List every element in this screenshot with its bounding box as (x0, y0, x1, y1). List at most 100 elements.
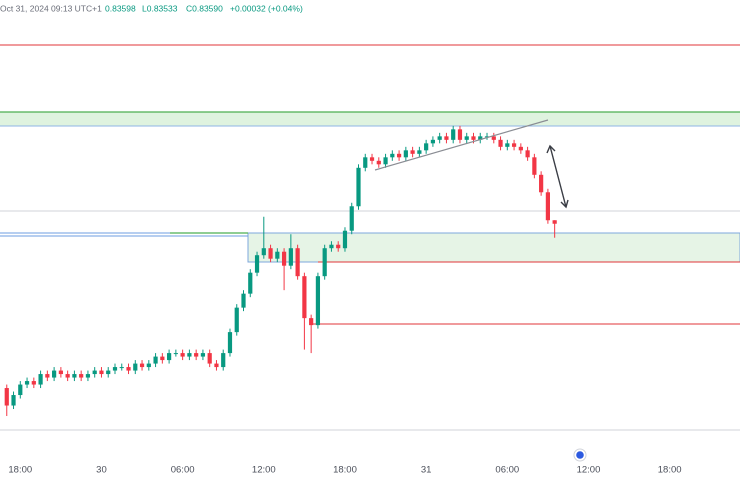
candle-body (451, 129, 456, 140)
candle-body (532, 157, 537, 175)
candle-body (65, 374, 70, 378)
x-tick-label: 18:00 (333, 465, 357, 476)
candle-body (275, 251, 280, 259)
candle-body (288, 248, 293, 266)
candle-body (322, 248, 327, 277)
candle-body (491, 136, 496, 140)
candle-body (545, 192, 550, 221)
candle-body (525, 150, 530, 158)
measure-arrow (546, 144, 569, 209)
candle-body (484, 136, 490, 138)
candle-body (376, 160, 381, 165)
candle-body (424, 143, 429, 151)
x-tick-label: 12:00 (577, 465, 601, 476)
candle-body (478, 136, 483, 140)
candle-body (390, 153, 395, 158)
candle-body (58, 370, 63, 375)
candle-body (24, 381, 30, 385)
candle-body (302, 276, 307, 319)
candle-body (437, 136, 442, 140)
candle-body (430, 139, 436, 144)
candle-body (153, 356, 158, 364)
candle-body (464, 136, 469, 140)
candles (4, 125, 557, 417)
candle-body (363, 157, 368, 168)
candle-body (52, 370, 57, 378)
x-tick-label: 18:00 (8, 465, 32, 476)
candle-body (403, 150, 408, 158)
candle-body (254, 255, 260, 273)
candle-body (511, 143, 517, 147)
candle-body (133, 363, 138, 371)
candle-body (261, 248, 266, 256)
candle-body (45, 374, 50, 378)
header-time: Oct 31, 2024 09:13 UTC+1 (0, 3, 102, 13)
candle-body (139, 363, 145, 368)
candle-body (79, 374, 84, 378)
x-tick-label: 12:00 (252, 465, 276, 476)
candle-body (146, 363, 151, 368)
candle-body (234, 307, 239, 333)
candle-body (539, 174, 544, 193)
candle-body (194, 353, 199, 357)
candle-body (227, 332, 233, 354)
header-change: +0.00032 (+0.04%) (230, 3, 303, 13)
x-axis: 18:00 30 06:00 12:00 18:00 31 06:00 12:00 18:00 (8, 465, 681, 476)
demand-zone (247, 232, 740, 263)
x-tick-label: 06:00 (495, 465, 519, 476)
candle-body (329, 244, 334, 249)
candle-body (207, 353, 212, 364)
candle-body (119, 367, 124, 369)
candle-body (518, 146, 523, 151)
candle-body (106, 370, 111, 375)
candle-body (11, 395, 16, 406)
trend-line (374, 119, 549, 171)
header-close: C0.83590 (186, 3, 223, 13)
candle-body (281, 251, 287, 266)
candle-body (342, 230, 348, 249)
candle-body (18, 384, 23, 396)
candle-body (315, 276, 321, 326)
candle-body (72, 374, 77, 378)
candle-body (410, 150, 415, 154)
candle-body (31, 381, 36, 385)
candle-body (309, 318, 314, 326)
candle-body (180, 353, 185, 357)
candle-body (552, 220, 557, 224)
header-high: 0.83598 (105, 3, 136, 13)
candle-body (92, 370, 97, 375)
candle-body (444, 136, 449, 140)
candle-body (99, 370, 104, 375)
x-tick-label: 30 (96, 465, 107, 476)
candle-body (383, 157, 388, 165)
supply-zone (0, 112, 740, 126)
header-low: L0.83533 (142, 3, 178, 13)
candle-body (38, 374, 43, 385)
candle-body (336, 244, 341, 249)
candle-body (349, 206, 354, 231)
candle-body (160, 356, 165, 361)
x-tick-label: 31 (421, 465, 432, 476)
candle-body (417, 150, 422, 154)
candle-body (268, 248, 273, 259)
candle-body (214, 363, 219, 368)
candle-body (457, 129, 463, 140)
candle-body (248, 272, 253, 294)
candle-body (241, 293, 246, 308)
x-tick-label: 18:00 (658, 465, 682, 476)
candle-body (187, 353, 192, 357)
candle-body (173, 353, 178, 355)
candle-body (505, 143, 510, 147)
candle-body (356, 167, 361, 207)
x-tick-label: 06:00 (171, 465, 195, 476)
candle-body (85, 374, 91, 378)
candle-body (396, 153, 402, 158)
candle-body (295, 248, 300, 277)
event-dot (576, 451, 584, 459)
candle-body (200, 353, 206, 357)
candle-body (167, 353, 172, 361)
candle-body (369, 157, 375, 161)
candle-body (498, 139, 503, 147)
